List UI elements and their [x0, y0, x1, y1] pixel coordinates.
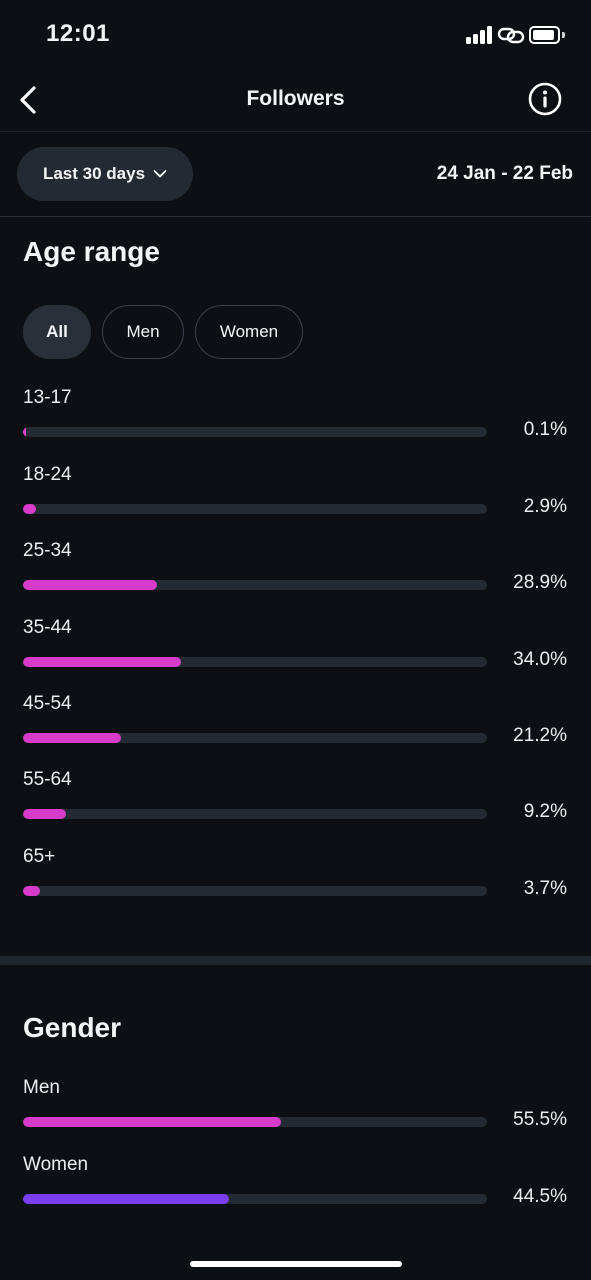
age-label: 45-54: [23, 693, 72, 714]
age-percentage: 0.1%: [523, 419, 567, 440]
age-label: 25-34: [23, 540, 72, 561]
age-label: 35-44: [23, 617, 72, 638]
age-label: 65+: [23, 846, 56, 867]
chevron-down-icon: [153, 170, 167, 178]
age-range-title: Age range: [23, 236, 160, 267]
date-range: 24 Jan - 22 Feb: [436, 163, 573, 184]
bar-fill: [23, 657, 181, 667]
chip-all[interactable]: All: [23, 305, 91, 359]
home-indicator: [190, 1261, 402, 1267]
bar-fill: [23, 809, 66, 819]
gender-label: Women: [23, 1154, 89, 1175]
age-label: 18-24: [23, 464, 72, 485]
age-row: 18-24 2.9%: [23, 464, 571, 524]
bar-fill: [23, 1117, 281, 1127]
bar-fill: [23, 427, 26, 437]
bar-track: [23, 809, 487, 819]
period-dropdown[interactable]: Last 30 days: [17, 147, 193, 201]
age-row: 55-64 9.2%: [23, 769, 571, 829]
chip-women[interactable]: Women: [195, 305, 303, 359]
gender-percentage: 55.5%: [513, 1109, 567, 1130]
age-percentage: 3.7%: [523, 878, 567, 899]
bar-fill: [23, 1194, 230, 1204]
period-label: Last 30 days: [42, 164, 146, 183]
section-divider: [0, 956, 591, 965]
bar-track: [23, 733, 487, 743]
chip-men[interactable]: Men: [102, 305, 184, 359]
age-percentage: 28.9%: [513, 572, 567, 593]
gender-filter-chips: All Men Women: [23, 305, 303, 359]
bar-track: [23, 657, 487, 667]
age-label: 13-17: [23, 387, 72, 408]
status-bar: 12:01: [0, 0, 591, 70]
age-percentage: 2.9%: [523, 496, 567, 517]
age-percentage: 21.2%: [513, 725, 567, 746]
bar-fill: [23, 733, 122, 743]
age-percentage: 34.0%: [513, 649, 567, 670]
bar-fill: [23, 580, 158, 590]
status-time: 12:01: [46, 20, 110, 47]
battery-icon: [529, 26, 565, 44]
bar-track: [23, 504, 487, 514]
age-row: 35-44 34.0%: [23, 617, 571, 677]
age-row: 45-54 21.2%: [23, 693, 571, 753]
bar-fill: [23, 886, 41, 896]
age-row: 65+ 3.7%: [23, 846, 571, 906]
bar-track: [23, 1194, 487, 1204]
info-icon[interactable]: [528, 82, 562, 116]
age-label: 55-64: [23, 769, 72, 790]
gender-row: Men 55.5%: [23, 1077, 571, 1137]
cellular-signal-icon: [466, 26, 494, 44]
back-chevron-icon[interactable]: [14, 82, 46, 118]
link-icon: [497, 27, 525, 44]
age-row: 13-17 0.1%: [23, 387, 571, 447]
age-percentage: 9.2%: [523, 801, 567, 822]
bar-fill: [23, 504, 37, 514]
bar-track: [23, 1117, 487, 1127]
page-title: Followers: [246, 87, 345, 110]
gender-label: Men: [23, 1077, 60, 1098]
bar-track: [23, 886, 487, 896]
gender-percentage: 44.5%: [513, 1186, 567, 1207]
gender-row: Women 44.5%: [23, 1154, 571, 1214]
top-nav-bar: Followers: [0, 70, 591, 132]
age-row: 25-34 28.9%: [23, 540, 571, 600]
bar-track: [23, 580, 487, 590]
filter-row: Last 30 days 24 Jan - 22 Feb: [0, 132, 591, 217]
bar-track: [23, 427, 487, 437]
gender-title: Gender: [23, 1012, 122, 1043]
